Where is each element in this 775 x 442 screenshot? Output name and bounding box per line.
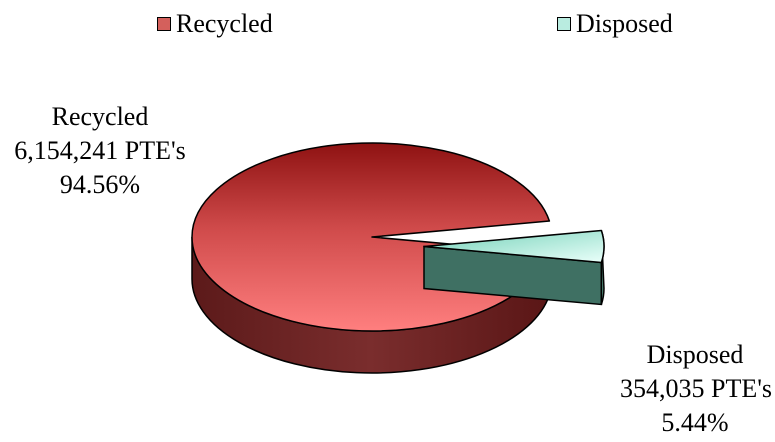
recycled-slice-top	[191, 142, 551, 332]
legend-item-disposed: Disposed	[557, 6, 673, 42]
data-label-disposed-percent: 5.44%	[661, 408, 729, 437]
legend-label-disposed: Disposed	[576, 9, 673, 38]
legend-item-recycled: Recycled	[157, 6, 273, 42]
data-label-recycled-percent: 94.56%	[59, 170, 141, 199]
legend-label-recycled: Recycled	[176, 9, 273, 38]
disposed-slice-top	[423, 229, 605, 264]
data-label-disposed-value: 354,035 PTE's	[620, 374, 773, 403]
data-label-recycled: Recycled 6,154,241 PTE's 94.56%	[0, 100, 200, 202]
legend-swatch-recycled	[157, 17, 171, 31]
data-label-recycled-value: 6,154,241 PTE's	[14, 136, 186, 165]
data-label-disposed: Disposed 354,035 PTE's 5.44%	[620, 338, 773, 440]
data-label-recycled-name: Recycled	[51, 102, 149, 131]
chart-legend: Recycled Disposed	[0, 6, 775, 42]
data-label-disposed-name: Disposed	[646, 340, 744, 369]
pie-slices	[191, 142, 605, 374]
legend-swatch-disposed	[557, 17, 571, 31]
